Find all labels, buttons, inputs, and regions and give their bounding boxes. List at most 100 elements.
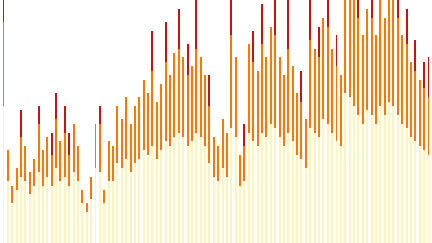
Bar: [11, 186, 13, 203]
Bar: [25, 146, 26, 181]
Bar: [217, 146, 219, 181]
Bar: [428, 97, 429, 155]
Bar: [55, 168, 57, 243]
Bar: [401, 124, 403, 243]
Bar: [11, 203, 13, 243]
Bar: [261, 132, 263, 243]
Bar: [235, 57, 237, 137]
Bar: [20, 177, 22, 243]
Bar: [423, 150, 425, 243]
Bar: [117, 164, 118, 243]
Bar: [178, 132, 180, 243]
Bar: [336, 141, 337, 243]
Bar: [160, 150, 162, 243]
Bar: [64, 132, 66, 177]
Bar: [195, 132, 197, 243]
Bar: [77, 181, 79, 243]
Bar: [55, 119, 57, 168]
Bar: [33, 186, 35, 243]
Bar: [173, 53, 175, 137]
Bar: [178, 9, 180, 49]
Bar: [73, 172, 75, 243]
Bar: [322, 18, 324, 119]
Bar: [182, 137, 184, 243]
Bar: [152, 71, 153, 146]
Bar: [152, 146, 153, 243]
Bar: [130, 172, 132, 243]
Bar: [204, 75, 206, 146]
Bar: [414, 141, 416, 243]
Bar: [46, 137, 48, 177]
Bar: [235, 137, 237, 243]
Bar: [270, 26, 272, 124]
Bar: [375, 124, 377, 243]
Bar: [138, 97, 140, 159]
Bar: [165, 22, 167, 62]
Bar: [25, 181, 26, 243]
Bar: [410, 137, 412, 243]
Bar: [309, 40, 311, 128]
Bar: [406, 44, 407, 128]
Bar: [38, 124, 40, 172]
Bar: [349, 97, 351, 243]
Bar: [292, 141, 294, 243]
Bar: [353, 106, 355, 243]
Bar: [379, 106, 381, 243]
Bar: [130, 124, 132, 172]
Bar: [226, 177, 228, 243]
Bar: [147, 93, 149, 155]
Bar: [178, 49, 180, 132]
Bar: [261, 4, 263, 44]
Bar: [410, 62, 412, 137]
Bar: [81, 190, 83, 203]
Bar: [156, 102, 158, 159]
Bar: [38, 172, 40, 243]
Bar: [64, 106, 66, 132]
Bar: [322, 119, 324, 243]
Bar: [388, 0, 390, 102]
Bar: [327, 26, 329, 124]
Bar: [314, 132, 315, 243]
Bar: [217, 181, 219, 243]
Bar: [309, 0, 311, 40]
Bar: [300, 71, 302, 102]
Bar: [244, 146, 245, 181]
Bar: [16, 168, 18, 190]
Bar: [428, 155, 429, 243]
Bar: [274, 0, 276, 35]
Bar: [42, 150, 44, 186]
Bar: [143, 79, 145, 150]
Bar: [230, 128, 232, 243]
Bar: [300, 102, 302, 159]
Bar: [230, 35, 232, 128]
Bar: [165, 141, 167, 243]
Bar: [86, 212, 88, 243]
Bar: [336, 35, 337, 66]
Bar: [68, 155, 70, 186]
Bar: [16, 190, 18, 243]
Bar: [99, 124, 101, 172]
Bar: [200, 137, 202, 243]
Bar: [252, 62, 254, 141]
Bar: [287, 132, 289, 243]
Bar: [357, 18, 359, 115]
Bar: [7, 150, 9, 181]
Bar: [344, 93, 346, 243]
Bar: [134, 106, 136, 164]
Bar: [112, 146, 114, 181]
Bar: [428, 57, 429, 97]
Bar: [3, 106, 4, 243]
Bar: [265, 137, 267, 243]
Bar: [90, 199, 92, 243]
Bar: [169, 75, 171, 146]
Bar: [371, 18, 372, 115]
Bar: [287, 0, 289, 49]
Bar: [226, 132, 228, 177]
Bar: [42, 186, 44, 243]
Bar: [81, 203, 83, 243]
Bar: [38, 106, 40, 124]
Bar: [33, 159, 35, 186]
Bar: [406, 128, 407, 243]
Bar: [318, 57, 320, 137]
Bar: [29, 194, 31, 243]
